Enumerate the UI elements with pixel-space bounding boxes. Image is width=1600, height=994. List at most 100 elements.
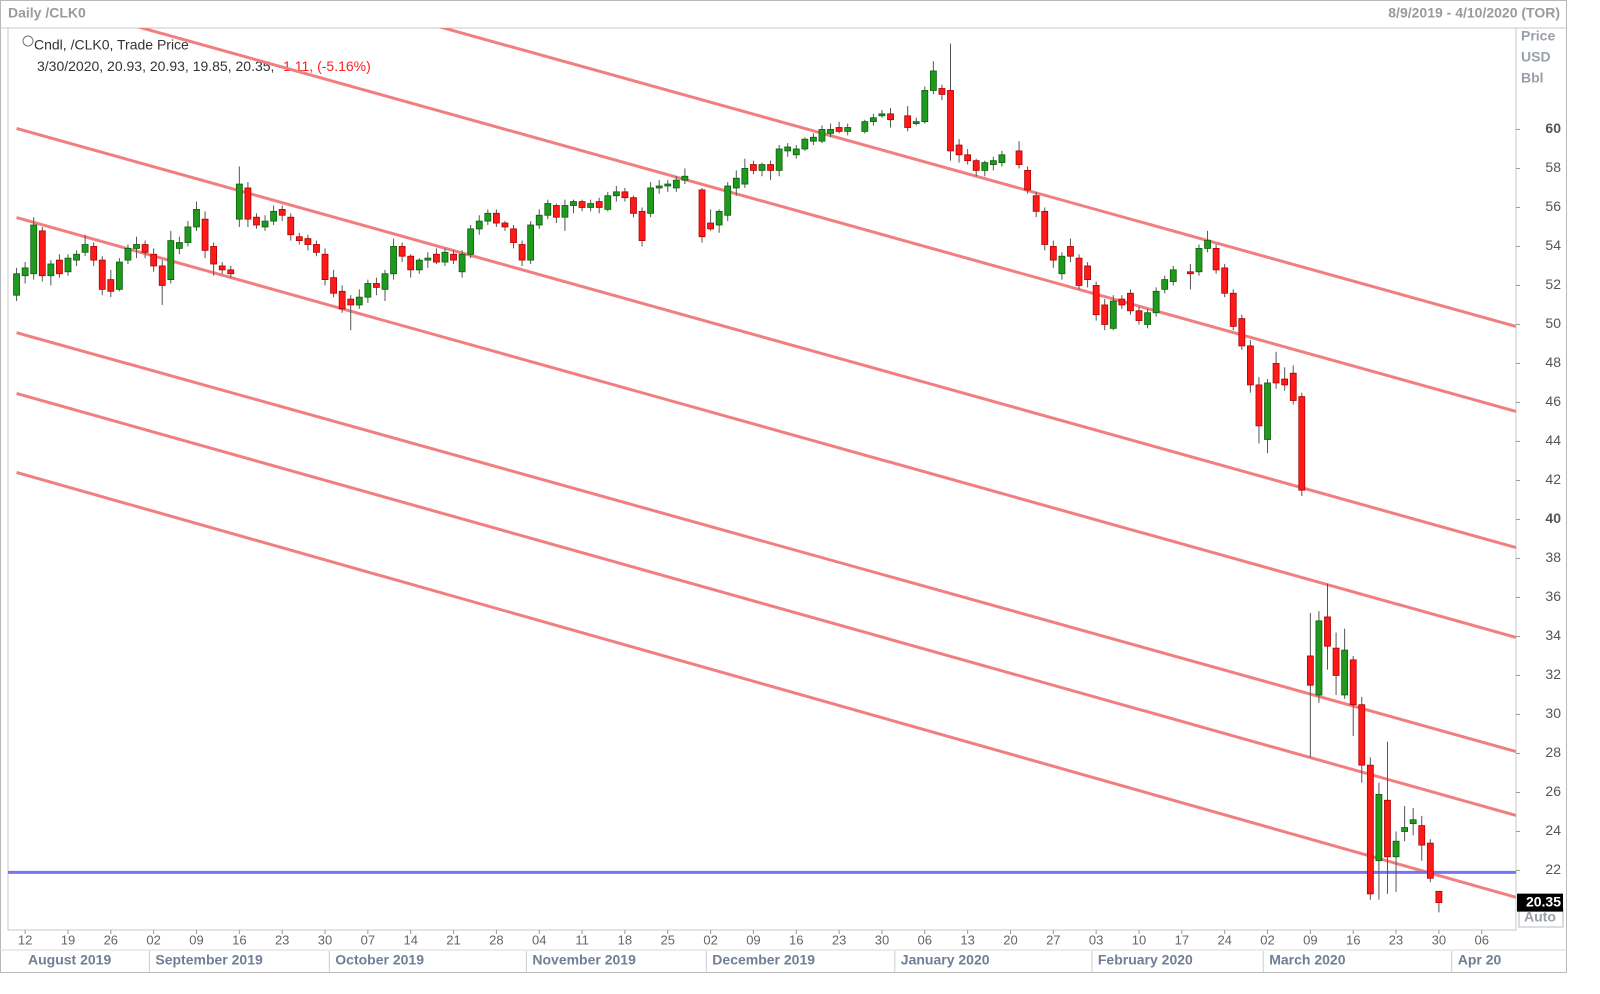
candle-body: [775, 148, 783, 171]
x-tick-label: 25: [661, 932, 675, 947]
candle-body: [989, 160, 997, 165]
legend-change: -1.11, (-5.16%): [278, 58, 370, 74]
candle-body: [501, 222, 509, 228]
candle-body: [492, 212, 500, 224]
candle-body: [1332, 647, 1340, 676]
candle-body: [578, 201, 586, 208]
candle-body: [1366, 764, 1374, 895]
y-tick-label: 34: [1545, 627, 1561, 643]
scale-mode[interactable]: Auto: [1524, 909, 1556, 925]
candle-body: [1358, 704, 1366, 766]
candle-body: [415, 259, 423, 271]
y-tick-label: 46: [1545, 393, 1561, 409]
x-tick-label: 30: [1432, 932, 1446, 947]
x-tick-label: 30: [875, 932, 889, 947]
candle-body: [450, 253, 457, 261]
candle-body: [921, 90, 929, 123]
candle-body: [707, 222, 714, 230]
x-tick-label: 16: [1346, 932, 1360, 947]
candle-body: [1418, 825, 1426, 846]
candle-body: [1426, 842, 1434, 879]
candle-body: [1152, 290, 1160, 314]
candle-body: [287, 216, 295, 236]
chart-title: Daily /CLK0: [8, 5, 86, 21]
month-label: December 2019: [712, 952, 815, 968]
x-tick-label: 20: [1003, 932, 1017, 947]
candle-body: [364, 283, 372, 298]
trendline: [438, 28, 1516, 328]
candle-body: [767, 164, 774, 171]
y-tick-label: 32: [1545, 666, 1561, 682]
candle-body: [981, 162, 989, 171]
candle-body: [912, 121, 920, 125]
candle-body: [1281, 378, 1289, 386]
legend-icon[interactable]: [22, 35, 34, 47]
last-price-label: 20.35: [1526, 893, 1561, 909]
candle-body: [141, 244, 149, 253]
x-tick-label: 06: [918, 932, 932, 947]
candle-body: [869, 117, 877, 123]
candle-body: [664, 183, 672, 187]
candle-body: [1392, 840, 1400, 858]
candle-body: [167, 240, 175, 281]
y-axis-label: USD: [1521, 49, 1551, 65]
month-label: October 2019: [335, 952, 424, 968]
candle-body: [655, 185, 663, 189]
candle-body: [124, 247, 132, 261]
candle-body: [398, 246, 406, 257]
candle-body: [38, 230, 46, 277]
y-tick-label: 42: [1545, 471, 1561, 487]
candle-body: [338, 290, 346, 310]
plot-content: [8, 28, 1516, 913]
x-tick-label: 02: [1260, 932, 1274, 947]
candle-body: [1229, 292, 1237, 327]
candle-body: [390, 246, 397, 275]
x-tick-label: 26: [104, 932, 118, 947]
candle-body: [1341, 649, 1349, 696]
x-tick-label: 12: [18, 932, 32, 947]
y-tick-label: 40: [1545, 510, 1561, 526]
frame: [0, 0, 1567, 973]
candle-body: [955, 144, 963, 156]
candle-body: [184, 226, 192, 243]
candle-body: [321, 253, 329, 281]
candle-body: [475, 220, 483, 230]
trendline: [16, 471, 1516, 899]
candle-body: [1384, 799, 1391, 858]
x-tick-label: 06: [1474, 932, 1488, 947]
trendline: [136, 28, 1516, 413]
candle-body: [715, 210, 723, 226]
candle-body: [175, 242, 183, 249]
candle-body: [1212, 247, 1220, 271]
x-tick-label: 21: [446, 932, 460, 947]
y-tick-label: 52: [1545, 276, 1561, 292]
candle-body: [947, 90, 954, 152]
trendline: [16, 331, 1516, 753]
y-tick-label: 54: [1545, 237, 1561, 253]
candle-body: [227, 269, 235, 275]
candle-body: [193, 208, 200, 228]
candle-body: [347, 298, 355, 306]
x-tick-label: 11: [575, 932, 589, 947]
candle-body: [1144, 312, 1151, 325]
candle-body: [253, 216, 260, 226]
candle-body: [801, 138, 809, 150]
candle-body: [1246, 345, 1254, 386]
candle-body: [1289, 372, 1297, 401]
candle-body: [784, 146, 792, 152]
trendline: [16, 216, 1516, 639]
candle-body: [929, 70, 937, 91]
candle-body: [355, 296, 363, 306]
x-tick-label: 09: [746, 932, 760, 947]
month-label: January 2020: [901, 952, 990, 968]
candle-body: [158, 265, 166, 286]
candle-body: [218, 265, 226, 271]
candle-body: [1049, 246, 1057, 261]
x-tick-label: 10: [1132, 932, 1146, 947]
y-tick-label: 26: [1545, 783, 1561, 799]
candle-body: [1349, 659, 1357, 706]
candle-body: [827, 129, 834, 134]
y-axis-label: Bbl: [1521, 70, 1544, 86]
candle-body: [295, 236, 303, 241]
